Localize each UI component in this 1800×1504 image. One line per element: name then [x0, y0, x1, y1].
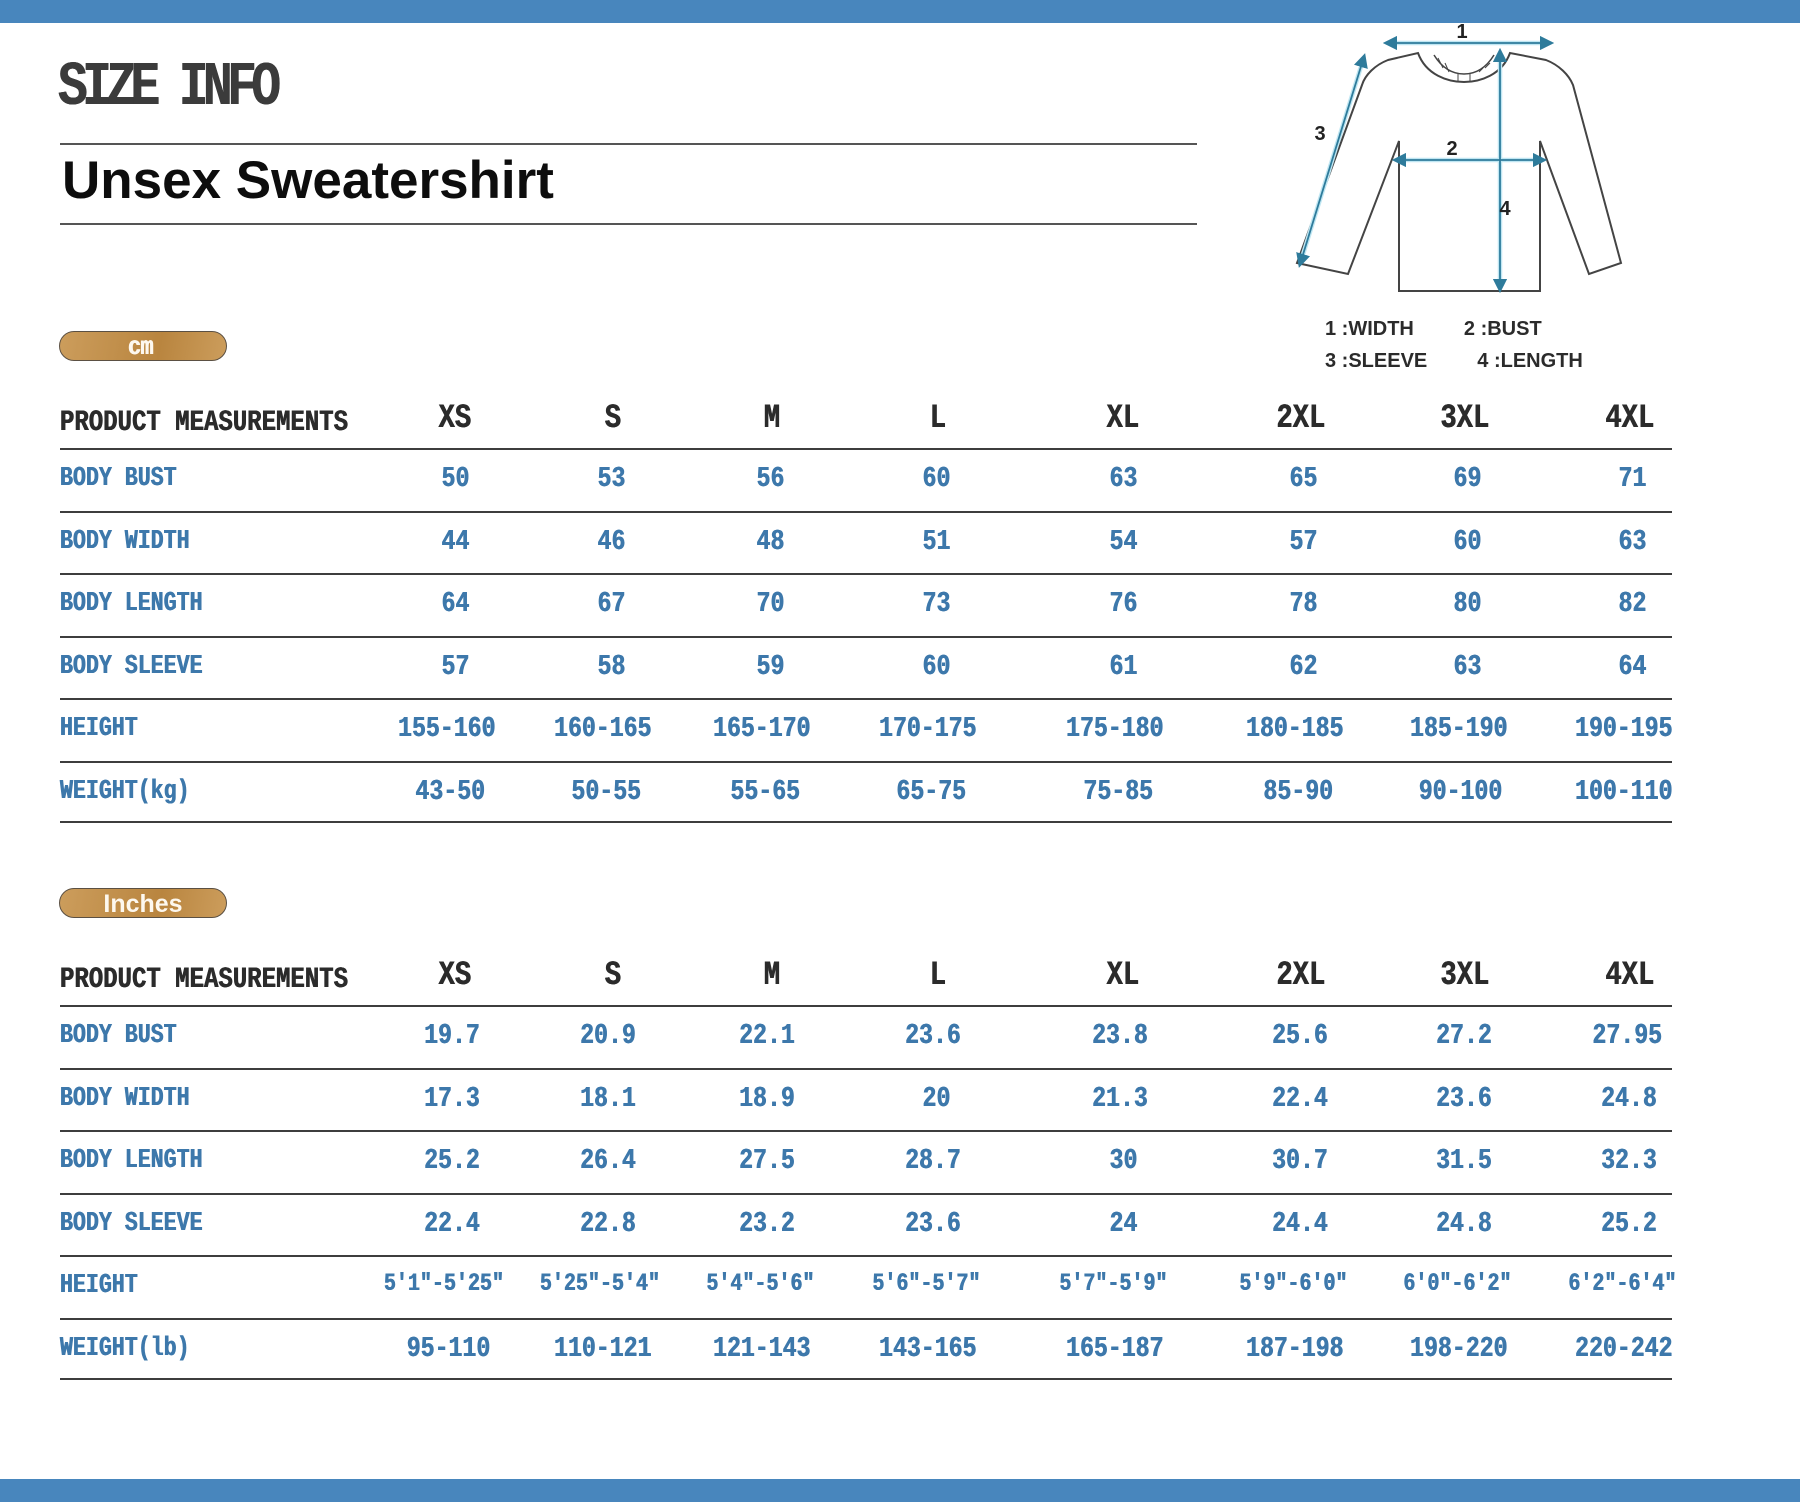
svg-text:4: 4: [1499, 198, 1511, 220]
svg-text:1: 1: [1456, 21, 1467, 43]
svg-text:2: 2: [1446, 138, 1457, 160]
svg-text:3: 3: [1314, 123, 1325, 145]
